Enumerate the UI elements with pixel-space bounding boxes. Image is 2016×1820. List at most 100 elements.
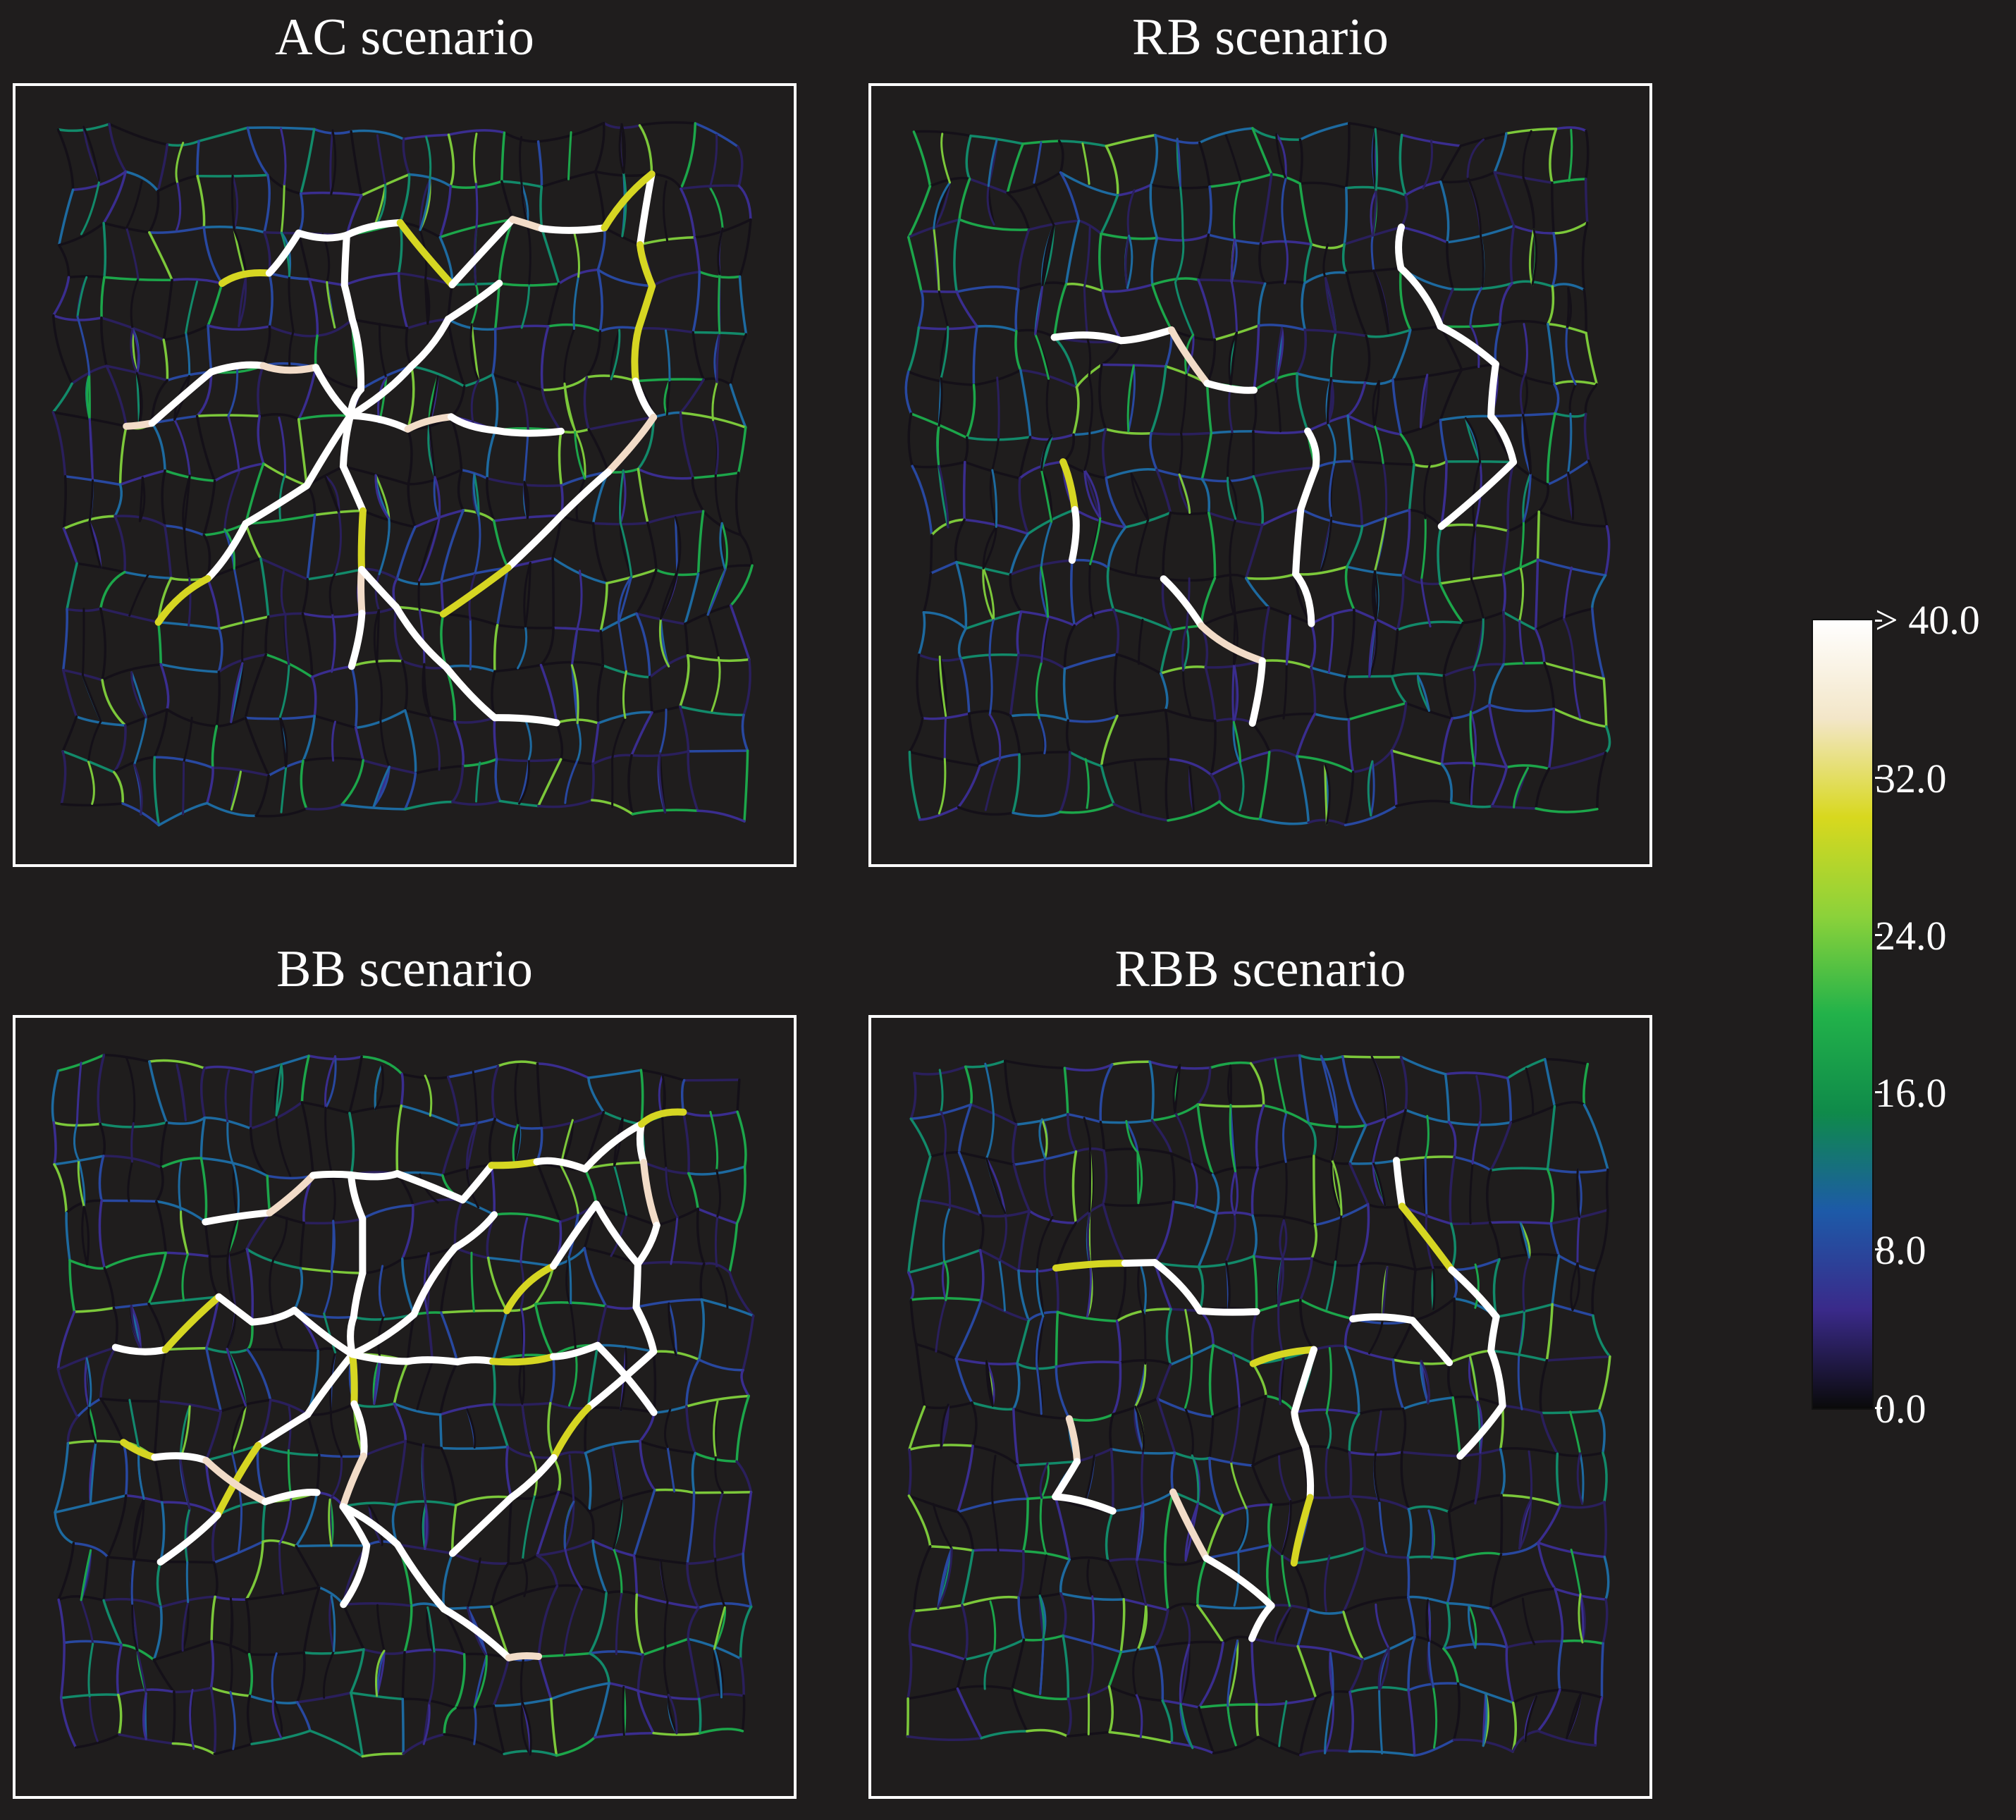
street-segment (275, 1063, 283, 1117)
street-segment (619, 522, 633, 578)
street-segment (706, 613, 720, 659)
street-segment (249, 1071, 255, 1130)
street-segment (1301, 282, 1307, 331)
street-segment (1446, 1601, 1492, 1610)
street-segment (1149, 432, 1158, 472)
street-segment (1252, 429, 1309, 435)
street-segment (1554, 1587, 1564, 1643)
street-segment (406, 427, 413, 486)
street-segment (608, 1682, 639, 1692)
street-segment (1027, 1310, 1059, 1322)
street-segment (1059, 1558, 1071, 1595)
street-segment (1281, 1219, 1288, 1259)
street-segment (648, 675, 653, 714)
street-segment (637, 326, 694, 334)
street-segment (536, 758, 563, 808)
street-segment (328, 1454, 343, 1501)
street-segment (379, 718, 391, 768)
street-segment (493, 1117, 543, 1130)
street-segment (424, 1504, 429, 1550)
street-segment (634, 1593, 644, 1656)
street-segment (138, 476, 146, 522)
street-segment (596, 1305, 608, 1347)
street-segment (563, 328, 575, 385)
street-segment (188, 577, 192, 627)
street-segment (1396, 574, 1405, 632)
street-segment (199, 1117, 207, 1160)
street-segment (587, 1076, 606, 1114)
street-segment (635, 1593, 700, 1609)
street-segment (1105, 145, 1119, 197)
street-segment (1582, 1103, 1609, 1172)
street-segment (1068, 751, 1103, 768)
street-segment (171, 1742, 216, 1756)
street-segment (907, 412, 914, 467)
street-segment (1208, 1415, 1215, 1460)
street-segment (1196, 1604, 1273, 1610)
street-segment (404, 413, 455, 433)
street-segment (215, 670, 221, 727)
street-segment (246, 1348, 272, 1401)
street-segment (1345, 121, 1351, 190)
street-segment (1368, 618, 1377, 678)
street-segment (602, 121, 641, 130)
street-segment (342, 1603, 365, 1651)
street-segment (77, 1159, 85, 1208)
street-segment (1466, 176, 1482, 235)
street-segment (1528, 1450, 1533, 1501)
street-segment (1063, 1066, 1069, 1116)
street-segment (178, 1162, 183, 1213)
street-segment (1547, 323, 1556, 386)
street-segment (965, 383, 976, 439)
colorbar (1812, 619, 1874, 1410)
street-segment (305, 803, 343, 811)
street-segment (1470, 578, 1485, 619)
street-segment (219, 269, 273, 288)
street-segment (1039, 566, 1050, 620)
street-segment (503, 1262, 557, 1315)
street-segment (742, 1314, 755, 1372)
street-segment (1250, 1637, 1258, 1706)
street-segment (1040, 1462, 1050, 1499)
street-segment (309, 1170, 355, 1179)
street-segment (1346, 381, 1367, 417)
street-segment (1581, 221, 1589, 291)
street-segment (266, 1172, 317, 1217)
street-segment (492, 1656, 510, 1707)
street-segment (347, 1313, 357, 1358)
street-segment (1278, 1455, 1292, 1502)
street-segment (118, 424, 128, 486)
street-segment (1537, 1688, 1561, 1733)
street-segment (278, 473, 286, 521)
street-segment (957, 806, 1014, 816)
street-segment (1059, 802, 1115, 814)
street-segment (293, 1267, 304, 1312)
street-segment (1275, 133, 1287, 180)
street-segment (1197, 1265, 1205, 1312)
street-segment (209, 1686, 217, 1756)
street-segment (1207, 185, 1212, 236)
street-segment (954, 1357, 1019, 1366)
street-segment (490, 1562, 510, 1608)
street-segment (1063, 624, 1076, 670)
street-segment (1040, 617, 1050, 663)
street-segment (1468, 1604, 1477, 1649)
street-segment (729, 604, 751, 661)
street-segment (1517, 1354, 1523, 1410)
street-segment (1537, 1541, 1556, 1590)
street-segment (1521, 1597, 1536, 1646)
street-segment (1603, 1556, 1610, 1601)
street-segment (1197, 278, 1267, 285)
street-segment (679, 411, 747, 429)
street-segment (1169, 511, 1210, 515)
street-segment (713, 1647, 723, 1699)
street-segment (426, 1606, 436, 1654)
street-segment (440, 1446, 457, 1507)
street-segment (1549, 128, 1558, 185)
street-segment (1475, 1075, 1482, 1124)
street-segment (304, 1351, 356, 1418)
street-segment (108, 123, 127, 173)
street-segment (1307, 1121, 1367, 1129)
street-segment (1232, 720, 1241, 765)
street-segment (306, 1413, 321, 1457)
